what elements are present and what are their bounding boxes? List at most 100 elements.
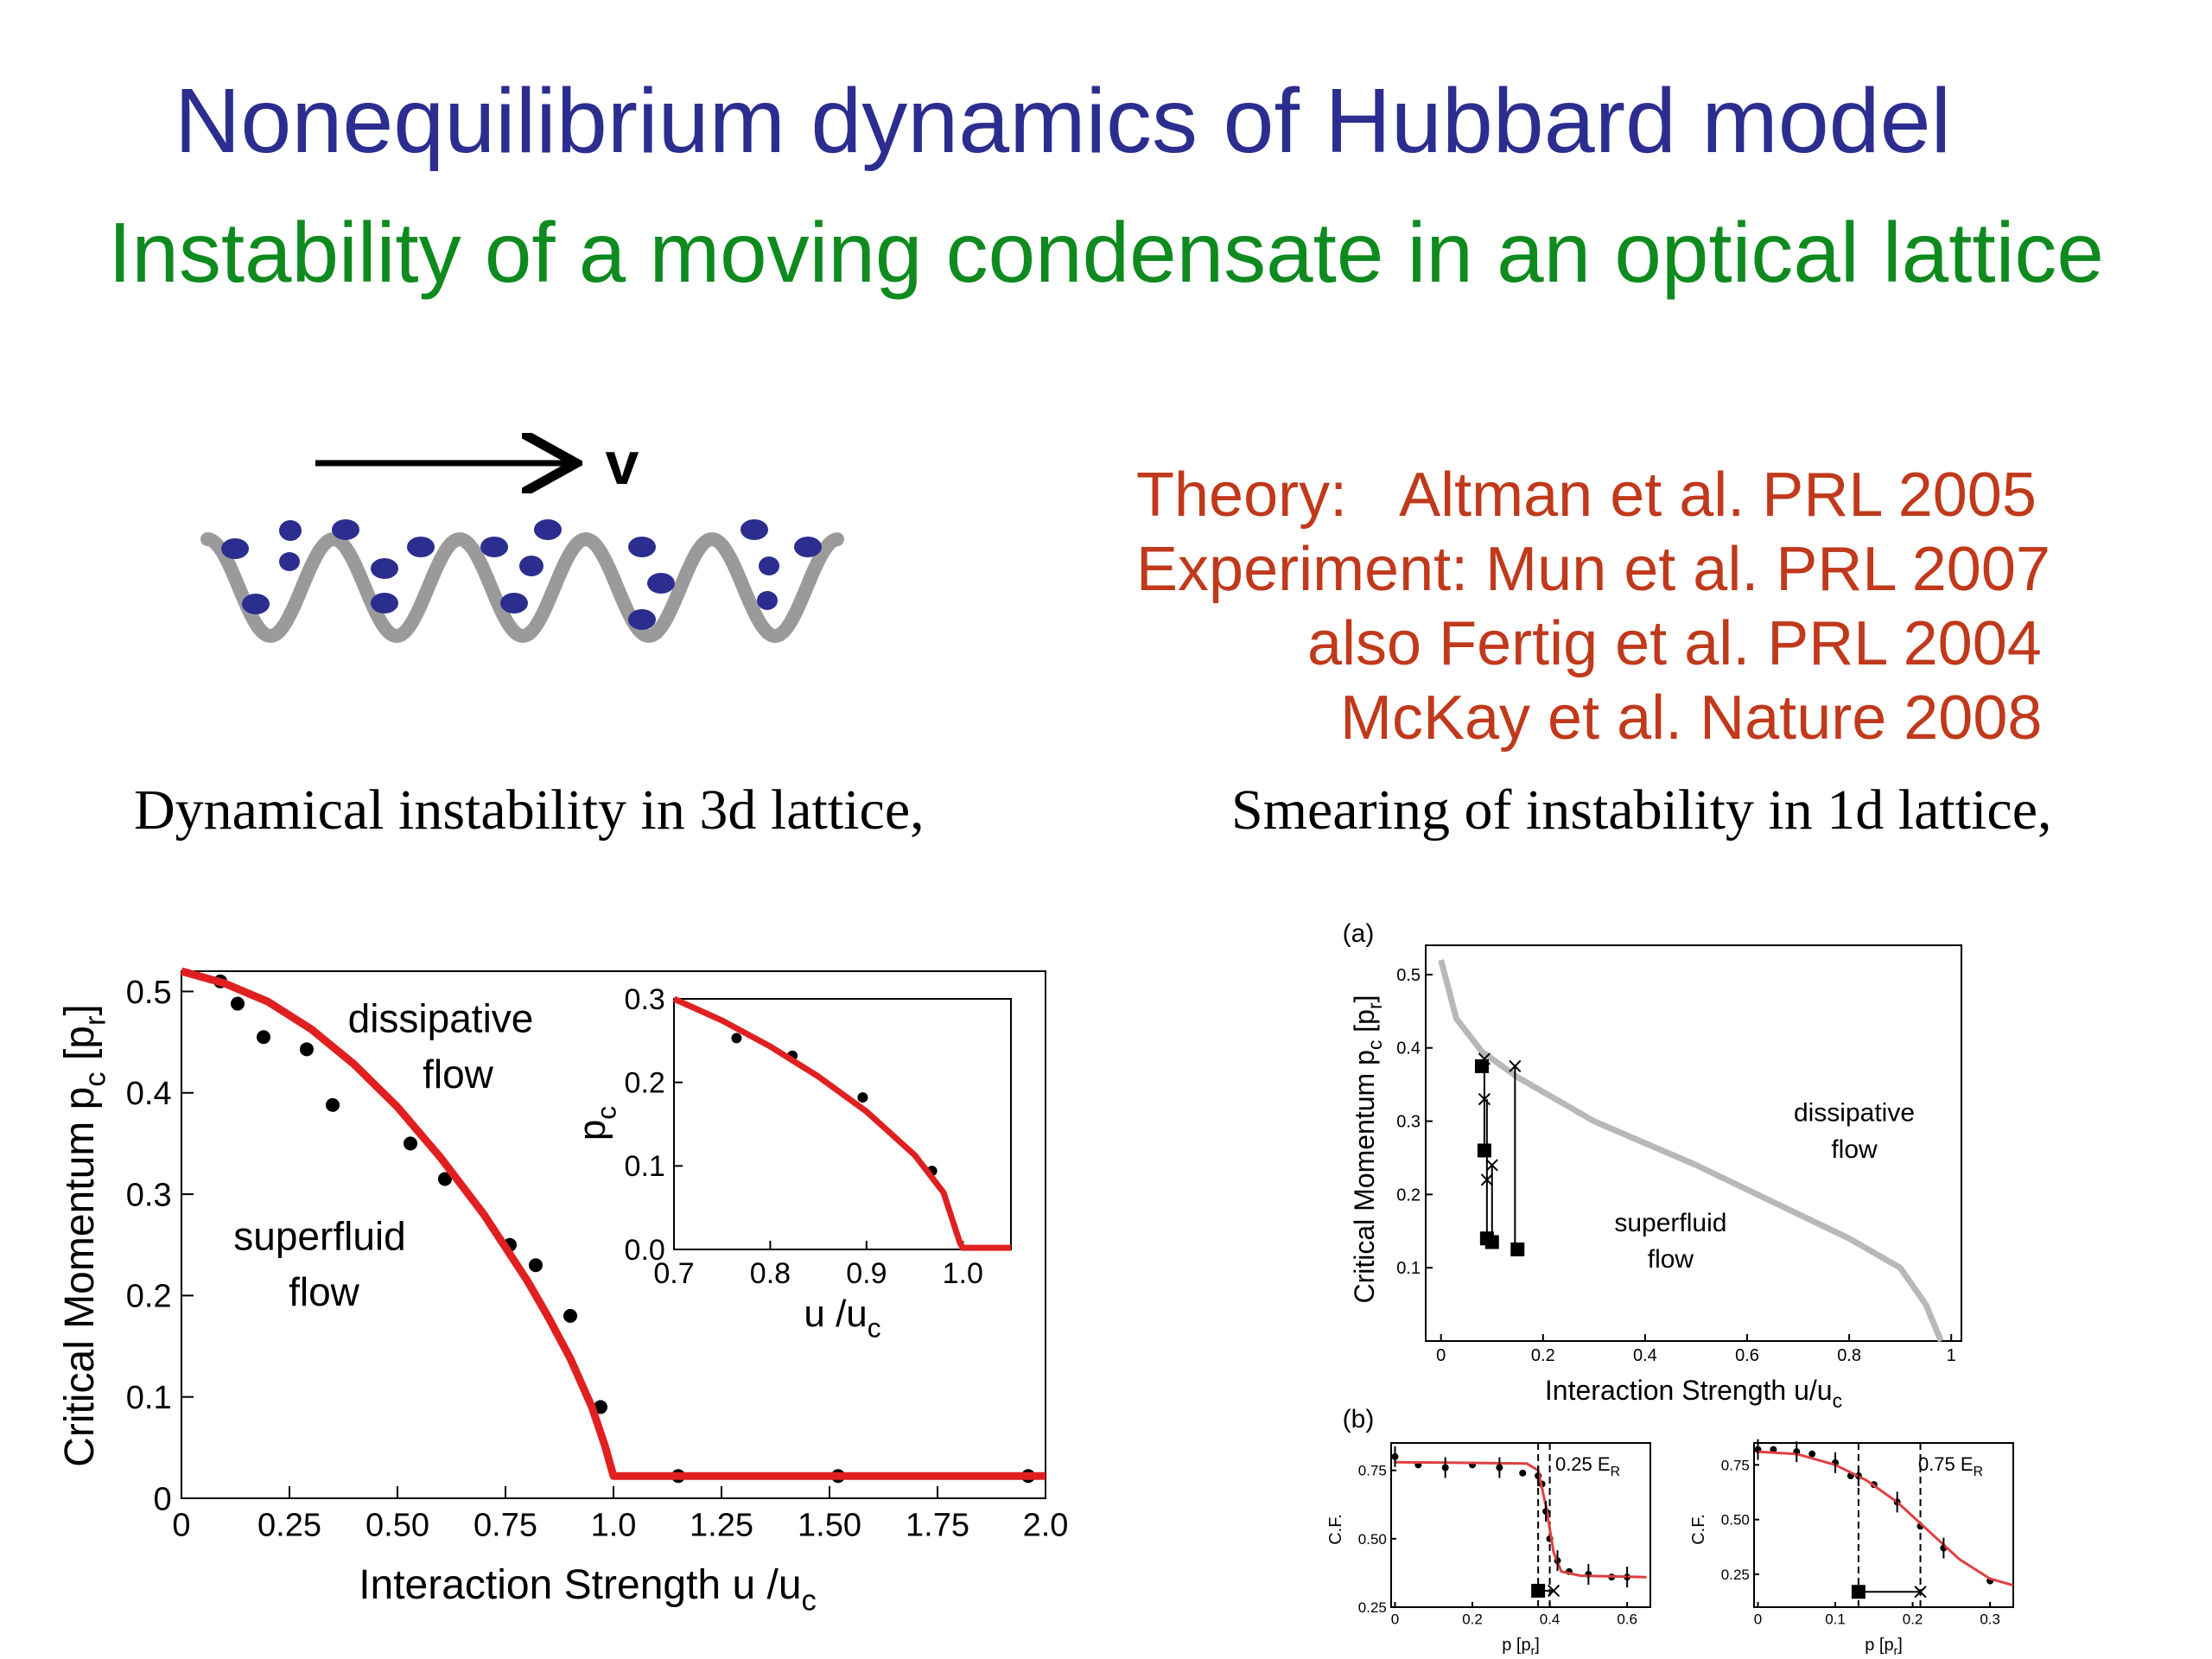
x-tick-label: 0	[172, 1508, 190, 1544]
data-point	[529, 1258, 543, 1273]
data-point	[1808, 1450, 1816, 1458]
x-tick-label: 0	[1436, 1346, 1446, 1365]
y-tick-label: 0.2	[625, 1067, 665, 1100]
x-tick-label: 0.4	[1540, 1611, 1560, 1628]
lattice-potential	[200, 531, 844, 644]
theory-curve	[180, 967, 1046, 1480]
region-label: dissipative	[348, 995, 534, 1040]
region-label: flow	[1648, 1245, 1694, 1274]
x-tick-label: 0.1	[1825, 1611, 1846, 1628]
data-point-cross	[1914, 1586, 1927, 1599]
panel-b-x-axis-label: p [pr]	[1502, 1636, 1540, 1657]
inset-x-axis-label: u /uc	[804, 1293, 880, 1343]
reference-fertig: also Fertig et al. PRL 2004	[1307, 609, 2042, 678]
panel-b-left-frame	[1390, 1442, 1651, 1608]
y-tick-label: 0.0	[625, 1234, 665, 1267]
slide-subtitle: Instability of a moving condensate in an…	[108, 205, 2104, 300]
x-tick-label: 1	[1947, 1346, 1956, 1365]
x-tick-label: 0.3	[1980, 1611, 2000, 1628]
data-point-cross	[1478, 1052, 1491, 1065]
data-point	[1519, 1469, 1527, 1477]
x-tick-label: 0	[1754, 1611, 1762, 1628]
y-tick-label: 0.1	[625, 1150, 665, 1183]
y-tick-label: 0.3	[1396, 1113, 1421, 1132]
y-tick-label: 0.5	[126, 975, 172, 1011]
data-point-square	[1851, 1585, 1866, 1599]
velocity-label: v	[606, 429, 639, 497]
x-tick-label: 1.50	[798, 1508, 861, 1544]
panel-b-right-frame	[1753, 1442, 2014, 1608]
x-tick-label: 0.8	[1837, 1346, 1861, 1365]
data-point	[438, 1172, 452, 1186]
panel-label-a: (a)	[1343, 919, 1375, 948]
data-point	[563, 1308, 577, 1323]
x-tick-label: 2.0	[1023, 1508, 1069, 1544]
series-line	[672, 995, 1011, 1251]
panel-a-y-axis-label: Critical Momentum pc [pr]	[1349, 995, 1386, 1303]
reference-list: Theory: Altman et al. PRL 2005 Experimen…	[1136, 458, 2173, 755]
y-tick-label: 0.25	[1358, 1599, 1387, 1616]
region-label: flow	[1831, 1135, 1878, 1164]
y-tick-label: 0.3	[126, 1177, 172, 1213]
chart-1d-critical-momentum: 0 0.2 0.4 0.6 0.8 1 0.1 0.2 0.3 0.4 0.5 dissipative…	[1343, 919, 1962, 1412]
x-tick-label: 0.2	[1462, 1611, 1483, 1628]
y-tick-label: 0.4	[126, 1076, 172, 1112]
panel-label-b: (b)	[1343, 1405, 1375, 1433]
series-line	[1395, 1460, 1647, 1579]
y-tick-label: 0.2	[126, 1279, 172, 1315]
data-point	[404, 1136, 417, 1151]
y-tick-label: 0.75	[1721, 1457, 1750, 1473]
series-line	[1438, 959, 1944, 1343]
data-point	[326, 1097, 340, 1112]
region-label: superfluid	[233, 1214, 405, 1259]
y-tick-label: 0.1	[1396, 1259, 1421, 1278]
data-point-square	[1510, 1242, 1525, 1256]
energy-label: 0.75 ER	[1918, 1453, 1983, 1479]
x-tick-label: 0.2	[1531, 1346, 1555, 1365]
x-tick-label: 0	[1391, 1611, 1399, 1628]
region-label: dissipative	[1794, 1099, 1915, 1128]
reference-theory: Theory: Altman et al. PRL 2005	[1136, 461, 2037, 530]
y-tick-label: 0.4	[1396, 1039, 1421, 1058]
data-point	[857, 1092, 868, 1103]
x-tick-label: 1.0	[943, 1257, 983, 1290]
panel-b-x-axis-label: p [pr]	[1865, 1636, 1903, 1657]
y-tick-label: 0.3	[625, 983, 665, 1016]
y-tick-label: 0.5	[1396, 966, 1421, 985]
region-label: flow	[423, 1052, 494, 1096]
x-tick-label: 1.75	[906, 1508, 969, 1544]
x-tick-label: 0.2	[1903, 1611, 1923, 1628]
y-tick-label: 0.75	[1358, 1463, 1387, 1479]
atom-dots	[221, 519, 822, 630]
x-tick-label: 0.9	[846, 1257, 887, 1290]
y-axis-label: Critical Momentum pc [pr]	[57, 1004, 111, 1467]
chart-condensate-fraction-low: 0 0.2 0.4 0.6 0.25 0.50 0.75 0.25 ER (b) p [pr] C.…	[1326, 1405, 1651, 1657]
panel-a-x-axis-label: Interaction Strength u/uc	[1545, 1375, 1842, 1412]
x-tick-label: 0.50	[365, 1508, 429, 1544]
reference-mckay: McKay et al. Nature 2008	[1340, 683, 2043, 753]
caption-1d: Smearing of instability in 1d lattice,	[1231, 779, 2052, 842]
reference-experiment: Experiment: Mun et al. PRL 2007	[1136, 535, 2050, 604]
panel-b-y-axis-label: C.F.	[1326, 1514, 1345, 1545]
slide-title: Nonequilibrium dynamics of Hubbard model	[174, 70, 1952, 172]
region-label: superfluid	[1614, 1209, 1726, 1237]
data-point-square	[1474, 1058, 1489, 1073]
chart-condensate-fraction-high: 0 0.1 0.2 0.3 0.25 0.50 0.75 0.75 ER p [pr] C.F.	[1689, 1439, 2014, 1657]
y-tick-label: 0	[153, 1481, 171, 1517]
y-tick-label: 0.50	[1358, 1531, 1387, 1548]
inset-y-axis-label: pc	[571, 1106, 621, 1141]
y-tick-label: 0.50	[1721, 1512, 1750, 1529]
x-axis-label: Interaction Strength u /uc	[359, 1562, 817, 1617]
y-tick-label: 0.1	[126, 1380, 172, 1416]
x-tick-label: 0.8	[750, 1257, 791, 1290]
x-tick-label: 0.4	[1633, 1346, 1657, 1365]
caption-3d: Dynamical instability in 3d lattice,	[134, 779, 925, 842]
x-tick-label: 0.75	[474, 1508, 537, 1544]
data-point	[257, 1030, 270, 1045]
panel-b-y-axis-label: C.F.	[1689, 1514, 1708, 1545]
data-point	[300, 1042, 314, 1057]
chart-3d-critical-momentum: 0 0.25 0.50 0.75 1.0 1.25 1.50 1.75 2.0 0 0.1 0.2 0.…	[57, 967, 1069, 1617]
x-tick-label: 0.25	[257, 1508, 321, 1544]
y-tick-label: 0.2	[1396, 1185, 1421, 1205]
inset-3d-frame	[673, 998, 1012, 1250]
